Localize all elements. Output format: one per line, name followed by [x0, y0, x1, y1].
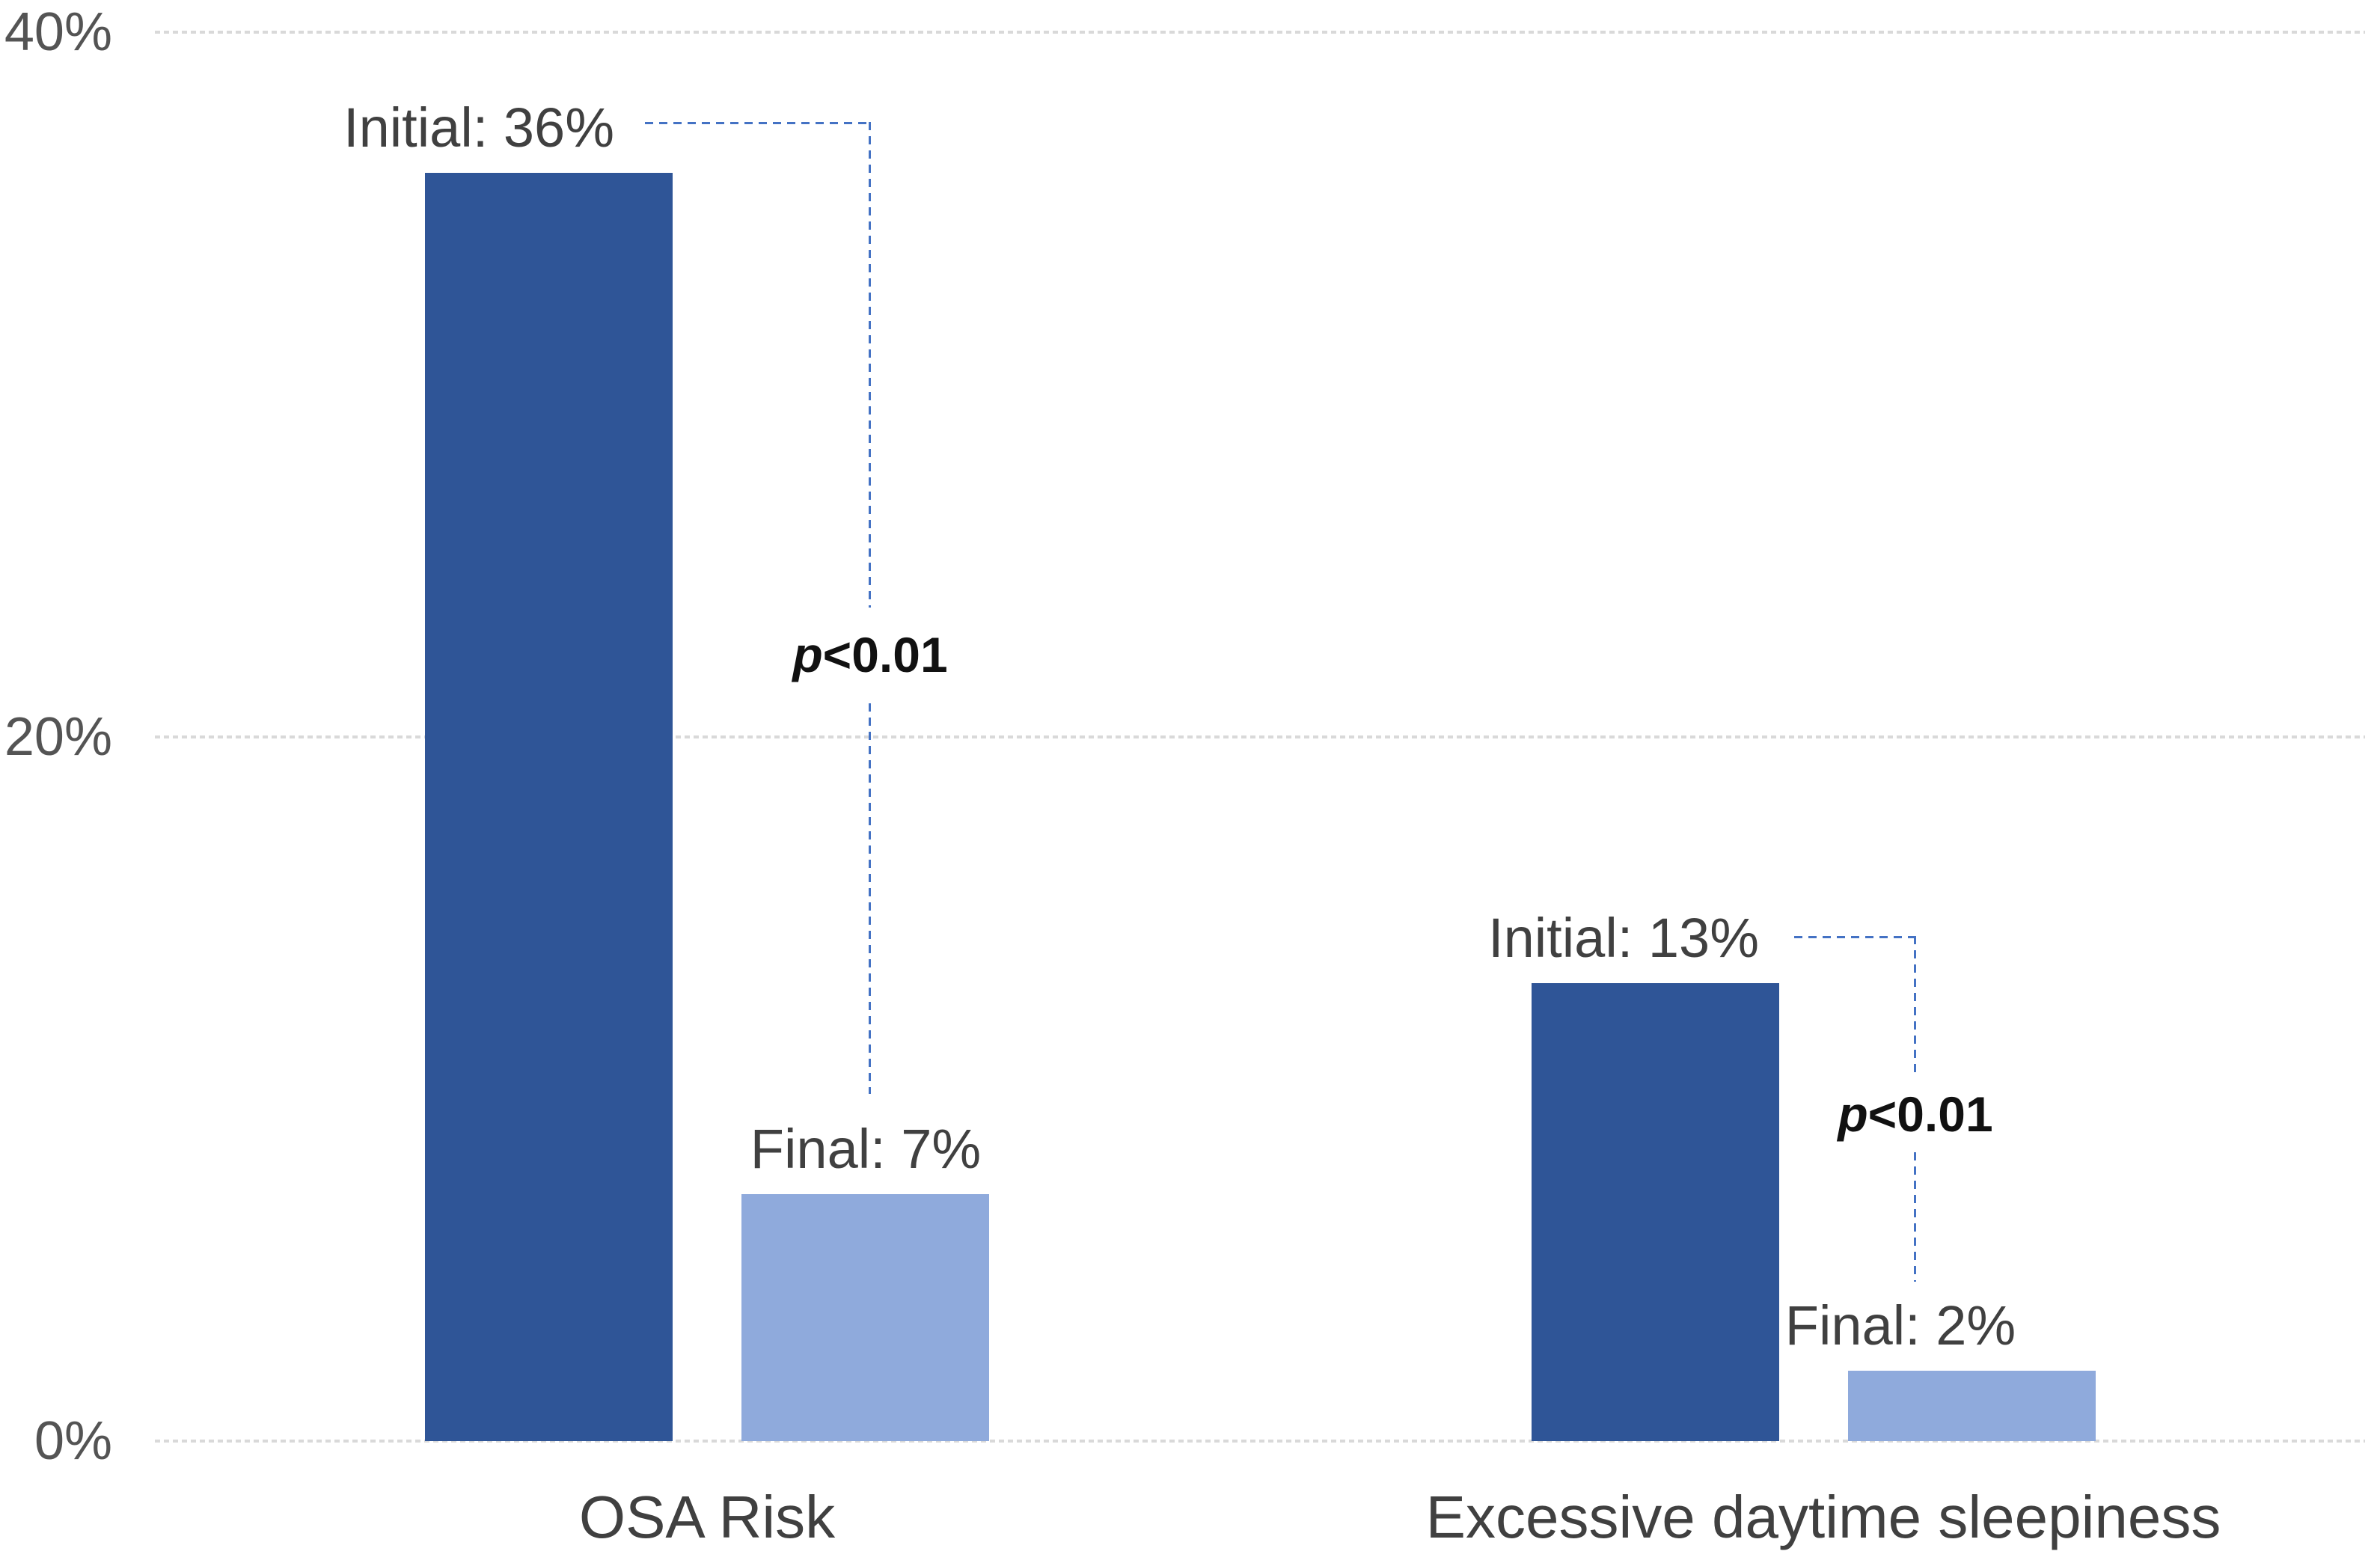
bar-sleepiness-initial — [1532, 983, 1779, 1441]
y-axis-label-40: 40% — [4, 2, 112, 62]
value-label-osa-final: Final: 7% — [750, 1118, 982, 1181]
p-value-osa-comparison: <0.01 — [822, 627, 948, 682]
y-axis-label-0: 0% — [34, 1411, 112, 1471]
bracket-osa-horizontal-line — [645, 122, 870, 124]
gridline-0-percent — [155, 1440, 2365, 1443]
bracket-sleepiness-vertical-line-lower — [1914, 1152, 1916, 1282]
p-value-sleepiness: p<0.01 — [1838, 1089, 1992, 1139]
gridline-20-percent — [155, 735, 2365, 738]
bracket-sleepiness-vertical-line-upper — [1914, 936, 1916, 1076]
bracket-osa-vertical-line-lower — [869, 703, 871, 1094]
category-label-osa-risk: OSA Risk — [578, 1484, 836, 1550]
value-label-osa-initial: Initial: 36% — [343, 97, 614, 159]
bar-sleepiness-final — [1848, 1370, 2096, 1441]
y-axis-label-20: 20% — [4, 706, 112, 767]
p-value-osa-p: p — [792, 627, 823, 682]
p-value-sleepiness-comparison: <0.01 — [1867, 1086, 1993, 1142]
bracket-osa-vertical-line-upper — [869, 122, 871, 608]
p-value-sleepiness-p: p — [1838, 1086, 1868, 1142]
gridline-40-percent — [155, 31, 2365, 34]
p-value-osa: p<0.01 — [792, 630, 947, 679]
value-label-sleepiness-final: Final: 2% — [1784, 1294, 2016, 1357]
value-label-sleepiness-initial: Initial: 13% — [1488, 907, 1759, 970]
bracket-sleepiness-horizontal-line — [1794, 936, 1915, 938]
category-label-sleepiness: Excessive daytime sleepiness — [1425, 1484, 2221, 1550]
bar-osa-risk-final — [741, 1194, 989, 1441]
bar-osa-risk-initial — [425, 173, 673, 1441]
